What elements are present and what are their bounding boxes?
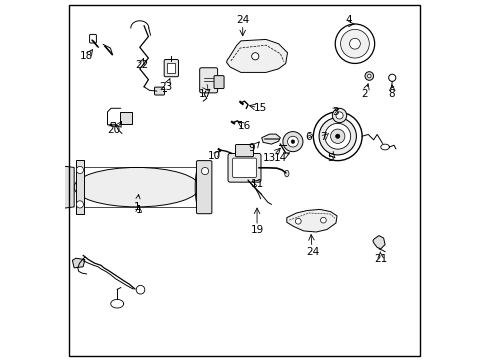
FancyBboxPatch shape: [227, 153, 261, 182]
Text: 1: 1: [133, 194, 140, 212]
Text: 15: 15: [253, 103, 267, 113]
Circle shape: [251, 53, 258, 60]
Text: 23: 23: [159, 82, 172, 92]
Circle shape: [136, 285, 144, 294]
FancyBboxPatch shape: [120, 112, 131, 125]
Circle shape: [388, 74, 395, 81]
Text: 18: 18: [80, 51, 93, 61]
Text: 3: 3: [332, 107, 339, 117]
Text: 11: 11: [250, 179, 263, 189]
Text: 9: 9: [248, 143, 254, 153]
Circle shape: [76, 166, 83, 174]
Text: 8: 8: [387, 89, 394, 99]
Text: 1: 1: [135, 206, 142, 216]
Polygon shape: [226, 40, 287, 72]
Text: 22: 22: [135, 60, 149, 70]
Circle shape: [332, 108, 346, 123]
Circle shape: [313, 112, 362, 161]
Text: 24: 24: [305, 247, 319, 257]
Circle shape: [201, 167, 208, 175]
Circle shape: [320, 217, 325, 223]
Text: 7: 7: [320, 132, 326, 142]
Text: 16: 16: [237, 121, 251, 131]
Polygon shape: [72, 258, 85, 268]
Text: 5: 5: [326, 153, 333, 163]
Circle shape: [335, 134, 339, 138]
Text: 19: 19: [250, 225, 263, 235]
Circle shape: [76, 201, 83, 208]
Text: 6: 6: [305, 132, 312, 142]
FancyBboxPatch shape: [214, 76, 224, 89]
Circle shape: [52, 184, 60, 191]
Circle shape: [349, 39, 360, 49]
Circle shape: [324, 123, 350, 149]
Text: 13: 13: [263, 153, 276, 163]
FancyBboxPatch shape: [196, 161, 211, 214]
Circle shape: [282, 132, 303, 152]
Circle shape: [330, 129, 344, 143]
Text: 21: 21: [373, 254, 386, 264]
Circle shape: [290, 140, 294, 143]
Polygon shape: [286, 210, 336, 232]
Circle shape: [287, 136, 298, 147]
Circle shape: [335, 112, 343, 119]
Text: 2: 2: [361, 89, 367, 99]
FancyBboxPatch shape: [167, 63, 175, 73]
Text: 24: 24: [236, 15, 249, 26]
FancyBboxPatch shape: [51, 179, 61, 196]
Text: 20: 20: [107, 125, 120, 135]
Polygon shape: [60, 166, 74, 209]
Ellipse shape: [74, 167, 199, 207]
Circle shape: [340, 30, 368, 58]
Text: 14: 14: [273, 153, 286, 163]
FancyBboxPatch shape: [235, 144, 253, 157]
Ellipse shape: [195, 166, 203, 209]
Text: 4: 4: [345, 15, 351, 26]
Ellipse shape: [284, 170, 288, 177]
FancyBboxPatch shape: [232, 158, 256, 177]
Polygon shape: [372, 235, 384, 249]
FancyBboxPatch shape: [164, 59, 178, 77]
Polygon shape: [76, 160, 84, 214]
Circle shape: [335, 24, 374, 63]
Circle shape: [367, 74, 370, 78]
FancyBboxPatch shape: [89, 35, 96, 43]
Circle shape: [295, 219, 301, 224]
Circle shape: [319, 118, 356, 155]
FancyBboxPatch shape: [199, 68, 217, 93]
Text: 10: 10: [207, 150, 220, 161]
Polygon shape: [261, 134, 280, 144]
Circle shape: [364, 72, 373, 80]
Text: 17: 17: [198, 89, 211, 99]
FancyBboxPatch shape: [154, 87, 164, 95]
